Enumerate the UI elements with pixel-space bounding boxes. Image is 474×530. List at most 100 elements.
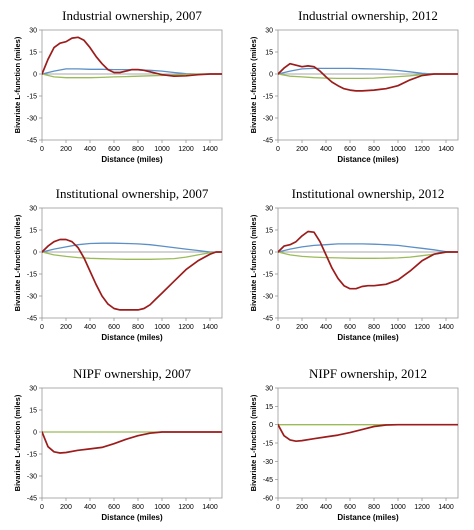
series-line-3 xyxy=(42,238,222,311)
chart-title: NIPF ownership, 2012 xyxy=(309,366,427,381)
chart-panel-1: Industrial ownership, 2007 -45 -30 -15 0 15 30… xyxy=(13,8,223,164)
y-tick-label: -45 xyxy=(263,477,273,484)
x-axis-label: Distance (miles) xyxy=(337,155,399,164)
x-tick-label: 400 xyxy=(320,324,332,331)
x-tick-label: 0 xyxy=(276,146,280,153)
series-line-1 xyxy=(42,242,222,253)
x-tick-label: 1000 xyxy=(154,324,170,331)
y-tick-label: 15 xyxy=(265,228,273,235)
plot-area xyxy=(41,207,223,319)
x-tick-label: 1200 xyxy=(414,146,430,153)
y-tick-label: 30 xyxy=(29,28,37,35)
y-tick-label: -30 xyxy=(263,294,273,301)
x-tick-label: 400 xyxy=(84,146,96,153)
plot-area xyxy=(41,387,223,499)
x-tick-label: 600 xyxy=(344,146,356,153)
x-tick-label: 1200 xyxy=(414,504,430,511)
x-axis-label: Distance (miles) xyxy=(101,333,163,342)
plot-area xyxy=(277,207,459,319)
x-axis-label: Distance (miles) xyxy=(101,155,163,164)
series-line-3 xyxy=(278,62,458,92)
chart-title: Industrial ownership, 2012 xyxy=(298,8,438,23)
y-axis-label: Bivariate L-function (miles) xyxy=(249,394,258,491)
x-tick-label: 600 xyxy=(108,324,120,331)
x-tick-label: 200 xyxy=(60,504,72,511)
x-tick-label: 800 xyxy=(132,504,144,511)
y-tick-label: -30 xyxy=(263,116,273,123)
x-tick-label: 1200 xyxy=(178,324,194,331)
y-tick-label: -45 xyxy=(27,138,37,145)
series-line-1 xyxy=(278,243,458,253)
y-tick-label: 0 xyxy=(269,72,273,79)
y-tick-label: -45 xyxy=(27,316,37,323)
x-tick-label: 1200 xyxy=(178,504,194,511)
x-tick-label: 1400 xyxy=(438,324,454,331)
x-tick-label: 1200 xyxy=(414,324,430,331)
plot-area xyxy=(41,29,223,141)
x-tick-label: 1000 xyxy=(390,146,406,153)
plot-area xyxy=(277,387,459,499)
y-axis-label: Bivariate L-function (miles) xyxy=(13,36,22,133)
x-tick-label: 400 xyxy=(320,146,332,153)
x-tick-label: 600 xyxy=(344,504,356,511)
series-line-2 xyxy=(42,73,222,79)
x-tick-label: 800 xyxy=(368,324,380,331)
y-tick-label: 15 xyxy=(29,408,37,415)
x-tick-label: 0 xyxy=(40,324,44,331)
x-tick-label: 200 xyxy=(60,324,72,331)
y-tick-label: 0 xyxy=(33,250,37,257)
y-tick-label: -15 xyxy=(27,452,37,459)
series-line-1 xyxy=(278,67,458,75)
chart-panel-6: NIPF ownership, 2012 -60 -45 -30 -15 0 15 30 0 20… xyxy=(249,366,459,522)
x-tick-label: 1000 xyxy=(154,504,170,511)
x-tick-label: 1400 xyxy=(438,504,454,511)
y-tick-label: 30 xyxy=(29,206,37,213)
x-tick-label: 0 xyxy=(276,324,280,331)
y-tick-label: 30 xyxy=(265,206,273,213)
x-tick-label: 800 xyxy=(132,324,144,331)
y-tick-label: 15 xyxy=(265,50,273,57)
x-tick-label: 200 xyxy=(296,146,308,153)
chart-title: Institutional ownership, 2007 xyxy=(56,186,209,201)
y-tick-label: 0 xyxy=(269,422,273,429)
series-line-2 xyxy=(278,423,458,443)
x-tick-label: 200 xyxy=(296,504,308,511)
y-tick-label: 30 xyxy=(265,386,273,393)
x-tick-label: 200 xyxy=(60,146,72,153)
x-tick-label: 1200 xyxy=(178,146,194,153)
x-tick-label: 1400 xyxy=(202,146,218,153)
x-tick-label: 600 xyxy=(108,504,120,511)
x-tick-label: 800 xyxy=(368,146,380,153)
plot-area xyxy=(277,29,459,141)
x-tick-label: 1400 xyxy=(202,504,218,511)
y-tick-label: -15 xyxy=(263,94,273,101)
x-tick-label: 600 xyxy=(108,146,120,153)
chart-panel-4: Institutional ownership, 2012 -45 -30 -15 0 1… xyxy=(249,186,459,342)
x-tick-label: 400 xyxy=(84,324,96,331)
x-tick-label: 200 xyxy=(296,324,308,331)
chart-title: Institutional ownership, 2012 xyxy=(292,186,445,201)
series-line-2 xyxy=(278,251,458,259)
y-tick-label: -30 xyxy=(27,474,37,481)
y-tick-label: -45 xyxy=(263,138,273,145)
y-tick-label: -30 xyxy=(263,459,273,466)
y-axis-label: Bivariate L-function (miles) xyxy=(13,394,22,491)
y-tick-label: -45 xyxy=(27,496,37,503)
y-tick-label: 15 xyxy=(29,50,37,57)
x-tick-label: 1000 xyxy=(154,146,170,153)
chart-title: NIPF ownership, 2007 xyxy=(73,366,192,381)
y-tick-label: -30 xyxy=(27,294,37,301)
x-tick-label: 800 xyxy=(368,504,380,511)
chart-title: Industrial ownership, 2007 xyxy=(62,8,202,23)
chart-panel-5: NIPF ownership, 2007 -45 -30 -15 0 15 30 0 200 40… xyxy=(13,366,223,522)
y-tick-label: -15 xyxy=(263,441,273,448)
series-line-3 xyxy=(42,36,222,78)
x-axis-label: Distance (miles) xyxy=(101,513,163,522)
y-tick-label: -15 xyxy=(27,272,37,279)
y-tick-label: 15 xyxy=(265,404,273,411)
y-axis-label: Bivariate L-function (miles) xyxy=(13,214,22,311)
x-tick-label: 0 xyxy=(40,146,44,153)
series-line-2 xyxy=(42,251,222,260)
x-tick-label: 1000 xyxy=(390,504,406,511)
